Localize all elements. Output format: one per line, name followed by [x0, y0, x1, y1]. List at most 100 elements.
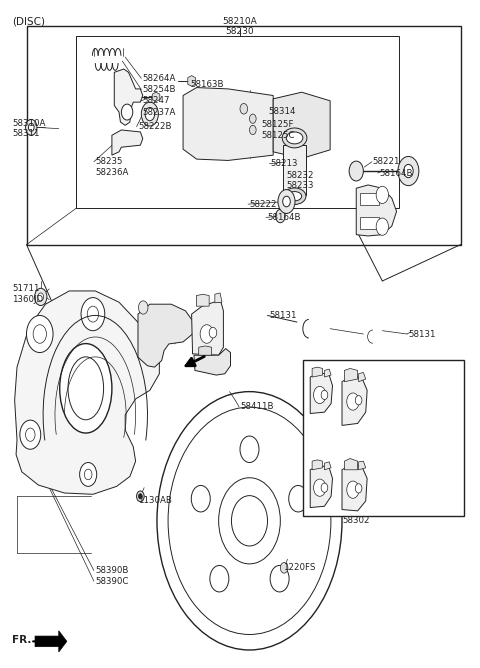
Circle shape	[25, 120, 37, 135]
Circle shape	[289, 486, 308, 512]
Text: 58237A: 58237A	[143, 108, 176, 117]
Text: 58247: 58247	[143, 96, 170, 106]
Text: 1130AB: 1130AB	[138, 496, 172, 506]
Circle shape	[35, 289, 47, 305]
Polygon shape	[152, 92, 160, 102]
Circle shape	[231, 496, 267, 546]
Circle shape	[280, 562, 288, 573]
Polygon shape	[310, 465, 333, 508]
Circle shape	[321, 390, 328, 399]
Polygon shape	[273, 92, 330, 158]
Text: 58236A: 58236A	[96, 168, 129, 177]
Circle shape	[250, 126, 256, 135]
Polygon shape	[183, 88, 273, 160]
Polygon shape	[342, 375, 367, 426]
Polygon shape	[312, 460, 323, 470]
Circle shape	[349, 161, 363, 181]
Text: 58213: 58213	[271, 159, 299, 168]
Circle shape	[313, 479, 326, 496]
Polygon shape	[192, 302, 223, 355]
Text: (DISC): (DISC)	[12, 16, 45, 26]
Circle shape	[250, 114, 256, 124]
Ellipse shape	[282, 128, 307, 148]
Polygon shape	[188, 75, 195, 86]
Circle shape	[240, 436, 259, 462]
Text: 1360JD: 1360JD	[12, 295, 43, 304]
Polygon shape	[356, 185, 396, 236]
Circle shape	[209, 327, 217, 338]
Circle shape	[145, 108, 155, 121]
Circle shape	[321, 483, 328, 492]
Text: 58390B: 58390B	[96, 566, 129, 575]
Ellipse shape	[283, 188, 306, 204]
Text: 58131: 58131	[269, 311, 297, 320]
Text: 58314: 58314	[268, 107, 296, 116]
Text: 58311: 58311	[12, 129, 40, 138]
Text: FR.: FR.	[12, 635, 32, 645]
Circle shape	[38, 293, 44, 301]
Text: 58230: 58230	[226, 27, 254, 35]
Circle shape	[347, 393, 359, 410]
Polygon shape	[310, 373, 333, 413]
Circle shape	[219, 478, 280, 564]
Polygon shape	[194, 349, 230, 375]
Ellipse shape	[286, 132, 303, 144]
Circle shape	[270, 565, 289, 592]
Polygon shape	[324, 369, 331, 377]
Circle shape	[278, 190, 295, 214]
Text: 58390C: 58390C	[96, 576, 129, 586]
Polygon shape	[199, 346, 212, 355]
Circle shape	[33, 325, 47, 343]
Polygon shape	[312, 367, 323, 377]
Circle shape	[200, 325, 214, 343]
Circle shape	[20, 420, 41, 450]
Bar	[26, 26, 461, 244]
Circle shape	[87, 306, 98, 322]
Circle shape	[347, 481, 359, 498]
Bar	[76, 36, 399, 208]
Polygon shape	[14, 291, 159, 494]
Circle shape	[138, 301, 148, 314]
Bar	[283, 144, 306, 195]
Circle shape	[398, 156, 419, 186]
Polygon shape	[359, 373, 366, 381]
Text: 58310A: 58310A	[12, 119, 46, 128]
Circle shape	[355, 484, 362, 493]
Text: 51711: 51711	[12, 285, 40, 293]
Text: 58164B: 58164B	[379, 168, 412, 178]
Circle shape	[240, 104, 248, 114]
Circle shape	[81, 297, 105, 331]
Text: 58125F: 58125F	[261, 120, 294, 128]
Circle shape	[168, 407, 331, 635]
Circle shape	[28, 124, 34, 132]
Text: 58222: 58222	[250, 200, 277, 208]
Ellipse shape	[68, 357, 104, 420]
Polygon shape	[114, 69, 143, 126]
Text: 58210A: 58210A	[223, 17, 257, 26]
Text: 58411B: 58411B	[240, 402, 274, 411]
Bar	[360, 193, 379, 205]
Circle shape	[283, 196, 290, 207]
Circle shape	[210, 565, 229, 592]
Ellipse shape	[60, 343, 112, 433]
Text: 58221: 58221	[373, 157, 400, 166]
Polygon shape	[35, 631, 67, 652]
Polygon shape	[359, 461, 366, 470]
Text: 1220FS: 1220FS	[283, 562, 315, 572]
Bar	[302, 361, 464, 516]
Text: 58125C: 58125C	[261, 131, 295, 140]
Circle shape	[157, 391, 342, 650]
Circle shape	[25, 428, 35, 442]
Bar	[360, 217, 379, 229]
Text: 58302: 58302	[343, 516, 370, 525]
Polygon shape	[215, 293, 222, 303]
Ellipse shape	[288, 192, 301, 201]
Text: 58264A: 58264A	[143, 73, 176, 83]
Circle shape	[141, 102, 158, 126]
Polygon shape	[138, 304, 192, 367]
Text: 58235: 58235	[96, 157, 123, 166]
Circle shape	[376, 186, 388, 204]
Polygon shape	[112, 130, 143, 155]
Polygon shape	[344, 458, 358, 470]
Text: 58233: 58233	[287, 181, 314, 190]
